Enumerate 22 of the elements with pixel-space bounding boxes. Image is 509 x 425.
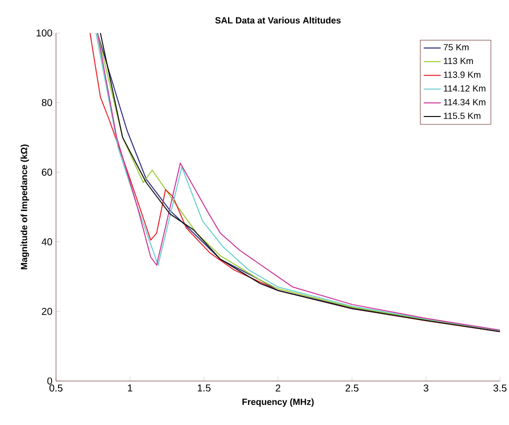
y-axis-title: Magnitude of Impedance (kΩ) xyxy=(20,144,30,270)
legend-label: 114.12 Km xyxy=(444,85,486,92)
x-tick-label: 0.5 xyxy=(49,384,63,392)
y-tick-label: 80 xyxy=(42,99,52,106)
x-tick-label: 3.5 xyxy=(493,384,507,392)
y-tick-label: 0 xyxy=(47,377,52,385)
legend-label: 114.34 Km xyxy=(444,98,486,106)
legend-label: 113 Km xyxy=(444,58,473,64)
x-tick-label: 1 xyxy=(128,384,132,392)
legend-label: 115.5 Km xyxy=(444,112,480,119)
x-axis-title: Frequency (MHz) xyxy=(242,398,314,407)
y-tick-label: 60 xyxy=(42,168,52,176)
chart-title: SAL Data at Various Altitudes xyxy=(215,16,341,24)
y-tick-label: 100 xyxy=(36,29,52,37)
legend-label: 113.9 Km xyxy=(444,72,480,78)
y-tick-label: 40 xyxy=(42,238,52,246)
legend-label: 75 Km xyxy=(444,44,469,50)
x-tick-label: 1.5 xyxy=(198,384,211,392)
y-tick-label: 20 xyxy=(42,308,52,315)
x-tick-label: 2 xyxy=(276,384,280,392)
x-tick-label: 3 xyxy=(424,384,428,392)
x-tick-label: 2.5 xyxy=(346,384,359,392)
